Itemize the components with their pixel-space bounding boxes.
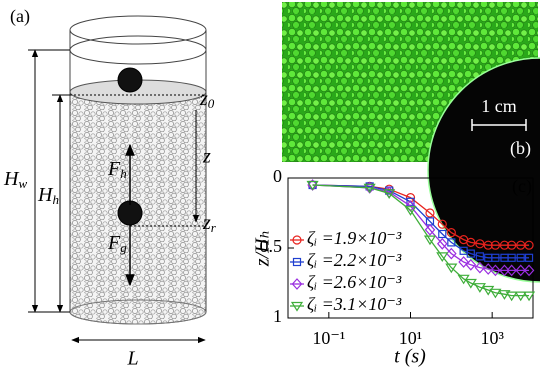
x-tick-label: 10⁻¹ [312,328,345,348]
subscript: g [120,240,127,255]
marker [516,253,525,262]
marker [445,263,458,274]
legend-marker [290,301,304,312]
marker [465,258,477,271]
x-tick-label: 10³ [480,328,504,348]
marker [306,180,319,191]
marker [522,291,536,302]
marker [437,219,447,229]
subscript: r [211,220,217,235]
symbol: H [37,184,54,206]
subscript: w [18,176,27,191]
fg-label: Fg [107,232,127,255]
symbol: H [3,168,20,190]
marker [524,253,534,262]
marker [436,252,449,263]
panel-a [28,15,207,344]
marker [425,208,435,218]
marker [490,240,500,250]
marker [499,240,510,250]
x-tick-label: 10¹ [399,328,422,348]
marker [515,264,527,277]
marker [446,247,457,260]
y-tick-label: 1 [273,306,282,326]
y-tick-label: 0 [273,166,282,186]
marker [458,256,469,268]
z0-label: z0 [199,88,215,111]
legend-label: ζᵢ =3.1×10⁻³ [307,294,402,314]
legend-label: ζᵢ =2.2×10⁻³ [307,250,402,270]
marker [447,238,456,247]
marker [507,240,517,250]
marker [499,264,510,277]
marker [506,264,517,277]
hh-label: Hh [37,184,59,207]
marker [514,291,527,302]
subscript: h [52,192,59,207]
symbol: z [199,88,208,110]
hw-label: Hw [3,168,27,191]
legend-marker [292,257,302,267]
legend-label: ζᵢ =2.6×10⁻³ [307,272,402,292]
marker [489,288,502,299]
fh-label: Fh [107,158,127,181]
marker [404,206,417,216]
marker [490,264,501,277]
zr-label: zr [202,212,217,235]
marker [363,183,376,194]
marker [436,237,448,250]
marker [424,223,436,236]
y-tick-label: 0.5 [260,236,283,256]
marker [473,283,486,293]
marker [491,253,500,262]
legend-label: ζᵢ =1.9×10⁻³ [307,228,402,248]
panel-b [282,2,540,283]
panel-label: (b) [510,138,531,159]
marker [524,240,534,250]
marker [505,291,518,302]
symbol: z [202,212,211,234]
marker [438,229,447,239]
scale-bar-label: 1 cm [481,96,517,116]
panel-label: (a) [10,6,30,27]
marker [483,240,493,250]
legend-marker [291,278,303,290]
y-axis-label: z/Hₕ [252,230,274,267]
marker [466,237,476,247]
marker [482,263,494,275]
x-axis-label: t (s) [394,346,426,368]
legend-marker [292,235,302,245]
marker [523,264,535,277]
l-label: L [126,348,138,370]
marker [498,290,511,300]
marker [423,235,437,246]
symbol: F [107,158,121,180]
marker [474,261,486,274]
marker [464,278,477,289]
panel-label: (c) [512,176,532,197]
symbol: F [107,232,121,254]
z-label: z [202,146,211,168]
marker [466,249,475,258]
marker [383,189,396,200]
marker [446,228,456,238]
subscript: 0 [208,96,215,111]
marker [507,253,516,262]
marker [475,252,484,261]
subscript: h [120,166,127,181]
